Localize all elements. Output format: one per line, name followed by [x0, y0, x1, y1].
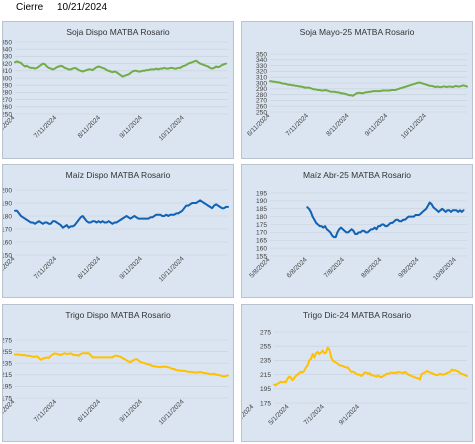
y-tick-label: 350	[256, 51, 267, 58]
y-tick-label: 175	[256, 222, 267, 229]
x-tick-label: 8/11/2024	[77, 255, 103, 281]
series-line	[14, 352, 229, 378]
y-tick-label: 270	[256, 98, 267, 105]
y-tick-label: 300	[3, 75, 12, 82]
x-tick-label: 7/11/2024	[285, 112, 311, 138]
y-tick-label: 190	[256, 198, 267, 205]
x-tick-label: 10/11/2024	[158, 398, 186, 426]
y-tick-label: 175	[3, 395, 12, 402]
series-line	[14, 199, 229, 229]
x-tick-label: 8/11/2024	[77, 114, 103, 140]
y-tick-label: 275	[260, 329, 271, 336]
y-tick-label: 185	[256, 206, 267, 213]
chart-panel-trigo-dic24: Trigo Dic-24 MATBA Rosario 175 195 215 235 25…	[241, 304, 473, 442]
chart-title: Soja Dispo MATBA Rosario	[66, 27, 170, 37]
y-tick-label: 310	[256, 75, 267, 82]
y-tick-label: 280	[256, 92, 267, 99]
chart-title: Maíz Abr-25 MATBA Rosario	[303, 170, 411, 180]
x-tick-label: 7/11/2024	[33, 398, 59, 424]
x-tick-label: 10/11/2024	[158, 255, 186, 283]
chart-title: Trigo Dispo MATBA Rosario	[65, 310, 171, 320]
chart-title: Maíz Dispo MATBA Rosario	[66, 170, 171, 180]
y-tick-label: 255	[260, 344, 271, 351]
y-tick-label: 280	[3, 90, 12, 97]
y-tick-label: 310	[3, 68, 12, 75]
y-tick-label: 255	[3, 349, 12, 356]
y-tick-label: 290	[3, 83, 12, 90]
y-tick-label: 250	[256, 109, 267, 116]
x-tick-label: 7/1/2024	[303, 403, 326, 426]
chart-svg: Soja Mayo-25 MATBA Rosario 25026027028029…	[246, 27, 468, 140]
x-tick-label: 9/11/2024	[118, 114, 144, 140]
header-label: Cierre	[16, 2, 44, 13]
x-tick-label: 8/11/2024	[77, 398, 103, 424]
x-tick-label: 9/11/2024	[118, 255, 144, 281]
x-tick-label: 9/1/2024	[338, 403, 361, 426]
y-tick-label: 200	[3, 187, 12, 194]
chart-panel-maiz-dispo: Maíz Dispo MATBA Rosario 150 160 170 180 190 2…	[2, 164, 234, 298]
chart-title: Soja Mayo-25 MATBA Rosario	[300, 27, 415, 37]
y-tick-label: 300	[256, 80, 267, 87]
y-tick-label: 165	[256, 238, 267, 245]
series-line	[14, 59, 227, 78]
y-tick-label: 330	[256, 63, 267, 70]
series-line	[273, 346, 468, 387]
x-tick-label: 9/8/2024	[397, 256, 420, 279]
x-tick-label: 6/8/2024	[286, 256, 309, 279]
y-tick-label: 260	[3, 104, 12, 111]
y-tick-label: 175	[260, 400, 271, 407]
y-tick-label: 235	[3, 361, 12, 368]
x-tick-label: 10/11/2024	[400, 112, 428, 140]
y-tick-label: 350	[3, 39, 12, 46]
x-tick-label: 10/11/2024	[158, 114, 186, 142]
x-tick-label: 10/8/2024	[432, 256, 458, 282]
chart-title: Trigo Dic-24 MATBA Rosario	[303, 310, 411, 320]
y-tick-label: 320	[3, 61, 12, 68]
y-tick-label: 170	[3, 226, 12, 233]
x-tick-label: 7/8/2024	[323, 256, 346, 279]
chart-svg: Trigo Dispo MATBA Rosario 175 195 215 235 255…	[3, 310, 229, 426]
series-line	[269, 80, 468, 97]
y-tick-label: 170	[256, 230, 267, 237]
y-tick-label: 195	[3, 384, 12, 391]
y-tick-label: 270	[3, 97, 12, 104]
y-tick-label: 340	[256, 57, 267, 64]
y-tick-label: 260	[256, 104, 267, 111]
y-tick-label: 195	[256, 190, 267, 197]
y-tick-label: 290	[256, 86, 267, 93]
x-tick-label: 7/11/2024	[33, 255, 59, 281]
y-tick-label: 250	[3, 111, 12, 118]
y-tick-label: 215	[3, 372, 12, 379]
x-tick-label: 7/11/2024	[33, 114, 59, 140]
chart-panel-soja-dispo: Soja Dispo MATBA Rosario2502602702802903…	[2, 21, 234, 159]
y-tick-label: 275	[3, 337, 12, 344]
y-tick-label: 160	[256, 245, 267, 252]
x-tick-label: 9/11/2024	[364, 112, 390, 138]
x-tick-label: 3/1/2024	[242, 403, 256, 426]
series-line	[306, 201, 465, 239]
chart-svg: Maíz Dispo MATBA Rosario 150 160 170 180 190 2…	[3, 170, 229, 283]
y-tick-label: 320	[256, 69, 267, 76]
y-tick-label: 330	[3, 54, 12, 61]
chart-panel-soja-mayo25: Soja Mayo-25 MATBA Rosario 250 260 270 280 29…	[241, 21, 473, 159]
x-tick-label: 8/11/2024	[325, 112, 351, 138]
y-tick-label: 180	[3, 213, 12, 220]
chart-svg: Maíz Abr-25 MATBA Rosario 155160165170175…	[248, 170, 467, 282]
chart-panel-maiz-abr25: Maíz Abr-25 MATBA Rosario 155 160 165 170 175…	[241, 164, 473, 298]
y-tick-label: 340	[3, 47, 12, 54]
y-tick-label: 190	[3, 200, 12, 207]
header-date: 10/21/2024	[57, 2, 108, 13]
y-tick-label: 150	[3, 252, 12, 259]
y-tick-label: 155	[256, 253, 267, 260]
y-tick-label: 180	[256, 214, 267, 221]
chart-svg: Soja Dispo MATBA Rosario2502602702802903…	[3, 27, 228, 142]
y-tick-label: 215	[260, 372, 271, 379]
chart-svg: Trigo Dic-24 MATBA Rosario 175 195 215 235 25…	[242, 310, 468, 427]
y-tick-label: 235	[260, 358, 271, 365]
y-tick-label: 160	[3, 239, 12, 246]
chart-panel-trigo-dispo: Trigo Dispo MATBA Rosario 175 195 215 235 255…	[2, 304, 234, 442]
x-tick-label: 8/8/2024	[360, 256, 383, 279]
y-tick-label: 195	[260, 386, 271, 393]
x-tick-label: 9/11/2024	[118, 398, 144, 424]
